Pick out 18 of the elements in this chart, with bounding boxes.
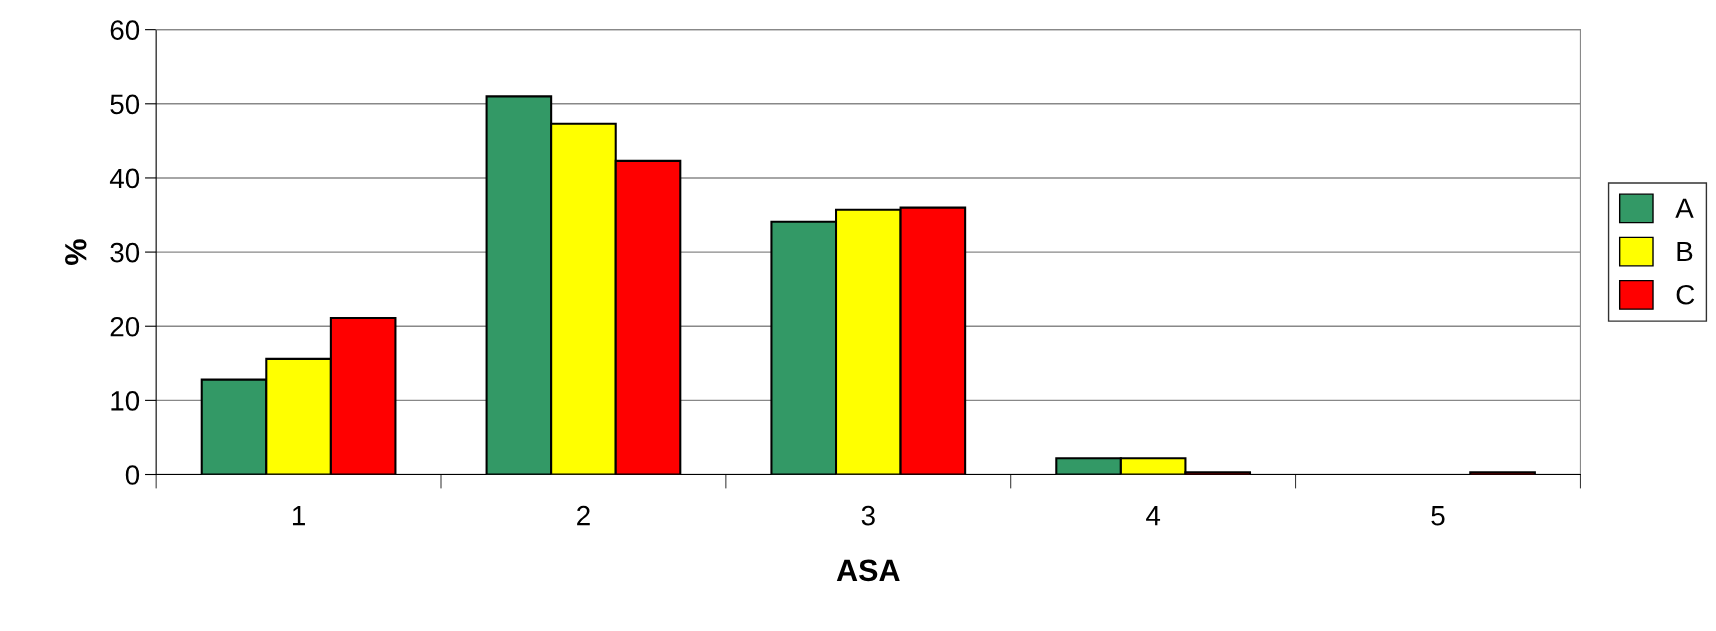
x-axis-title: ASA <box>836 559 900 582</box>
bar <box>1469 471 1536 475</box>
y-tick-label: 0 <box>125 465 140 485</box>
x-tick-label: 3 <box>861 505 875 526</box>
y-tick-label: 60 <box>110 20 140 40</box>
y-axis-title: % <box>65 239 87 265</box>
legend-label: A <box>1675 198 1694 218</box>
y-tick-label: 30 <box>110 242 140 263</box>
x-tick-label: 4 <box>1146 506 1161 526</box>
x-tick-label: 2 <box>577 505 590 526</box>
x-tick-label: 1 <box>292 506 305 526</box>
y-tick-label: 20 <box>110 316 140 337</box>
y-tick-label: 10 <box>111 391 140 411</box>
x-tick-label: 5 <box>1431 506 1445 526</box>
y-tick-label: 50 <box>110 94 140 115</box>
y-tick-label: 40 <box>109 168 140 189</box>
legend-label: C <box>1676 284 1695 305</box>
legend-label: B <box>1677 241 1693 262</box>
